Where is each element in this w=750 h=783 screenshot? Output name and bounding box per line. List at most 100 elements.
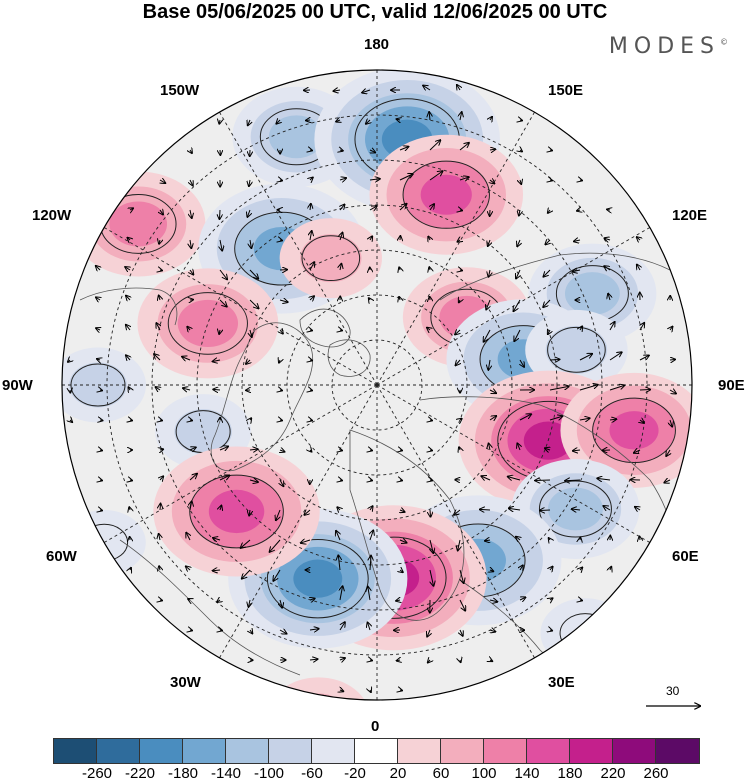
wind-vector	[610, 567, 611, 570]
wind-vector	[489, 390, 496, 393]
wind-vector	[70, 420, 72, 422]
wind-vector	[249, 509, 250, 515]
anomaly-contour	[609, 411, 659, 450]
wind-vector	[429, 171, 442, 181]
wind-vector	[514, 299, 521, 311]
wind-vector	[366, 120, 370, 124]
meridian-line	[376, 111, 535, 386]
colorbar-tick-label: 60	[432, 765, 450, 782]
wind-vector	[459, 177, 469, 180]
wind-vector	[301, 540, 311, 543]
wind-vector	[670, 359, 675, 360]
wind-vector	[190, 150, 192, 153]
wind-vector	[96, 328, 100, 330]
anomaly-field	[62, 70, 692, 700]
wind-vector	[279, 630, 287, 634]
wind-vector	[159, 240, 160, 244]
lon-label-150w: 150W	[160, 82, 200, 99]
brand-mark: ©	[720, 37, 728, 47]
colorbar-tick-label: 100	[471, 765, 497, 782]
wind-vector	[309, 659, 317, 660]
wind-vector	[100, 450, 102, 451]
wind-vector	[550, 598, 552, 600]
wind-vector	[574, 240, 581, 241]
wind-vector	[217, 600, 220, 602]
wind-vector	[399, 267, 400, 270]
wind-vector	[458, 240, 460, 242]
wind-vector	[400, 570, 403, 572]
wind-vector	[273, 569, 281, 581]
wind-vector	[520, 597, 525, 600]
wind-vector	[517, 443, 520, 451]
anomaly-contour	[564, 272, 620, 315]
wind-vector	[97, 359, 100, 360]
wind-vector	[340, 264, 341, 271]
meridian-line	[376, 384, 651, 543]
meridian-line	[219, 111, 378, 386]
wind-vector	[160, 476, 163, 480]
colorbar	[53, 738, 700, 764]
wind-vector	[459, 599, 465, 611]
lon-label-30e: 30E	[548, 674, 575, 691]
wind-vector	[427, 629, 430, 637]
colorbar-swatch	[613, 739, 656, 763]
wind-vector	[280, 240, 282, 241]
wind-vector	[190, 420, 192, 421]
lon-label-120w: 120W	[32, 207, 72, 224]
wind-vector	[126, 355, 130, 360]
wind-vector	[213, 389, 221, 390]
wind-vector	[454, 510, 461, 515]
vector-scale-label: 30	[666, 684, 680, 698]
wind-vector	[399, 204, 406, 211]
wind-vector	[100, 390, 102, 391]
wind-vector	[488, 359, 490, 370]
wind-vector	[336, 531, 340, 541]
wind-vector	[156, 323, 160, 331]
wind-vector	[430, 509, 431, 517]
wind-vector	[550, 567, 553, 570]
wind-vector	[187, 327, 190, 330]
wind-vector	[310, 204, 311, 211]
wind-vector	[610, 322, 615, 331]
wind-vector	[549, 538, 550, 540]
wind-vector	[156, 387, 160, 390]
wind-vector	[247, 209, 250, 217]
wind-vector	[639, 355, 649, 361]
wind-vector	[520, 120, 522, 121]
wind-vector	[338, 555, 340, 571]
wind-vector	[490, 660, 492, 661]
wind-vector	[213, 360, 221, 362]
wind-vector	[370, 480, 372, 481]
wind-vector	[423, 86, 431, 90]
wind-vector	[488, 239, 490, 246]
wind-vector	[429, 140, 440, 151]
wind-vector	[160, 180, 165, 183]
wind-vector	[362, 90, 371, 93]
wind-vector	[183, 388, 191, 390]
wind-vector	[460, 112, 462, 121]
wind-vector	[459, 300, 460, 302]
wind-vector	[219, 120, 220, 124]
wind-vector	[340, 690, 343, 691]
wind-vector	[130, 480, 132, 481]
wind-vector	[241, 539, 251, 548]
wind-vector	[543, 299, 551, 307]
wind-vector	[430, 539, 433, 553]
colorbar-tick-label: -220	[124, 765, 156, 782]
wind-vector	[190, 209, 192, 218]
circulation-line	[547, 326, 606, 373]
wind-vector	[370, 506, 373, 510]
wind-vector	[565, 480, 581, 481]
wind-vector	[189, 474, 197, 481]
wind-vector	[430, 569, 433, 586]
anomaly-contour	[177, 299, 239, 348]
wind-vector	[427, 328, 430, 330]
wind-vector	[550, 150, 552, 151]
wind-vector	[579, 354, 592, 361]
wind-vector	[370, 556, 371, 571]
wind-vector	[310, 150, 312, 151]
circulation-line	[402, 160, 490, 229]
lon-label-90w: 90W	[2, 377, 33, 394]
wind-vector	[459, 447, 460, 450]
meridian-line	[376, 384, 535, 659]
